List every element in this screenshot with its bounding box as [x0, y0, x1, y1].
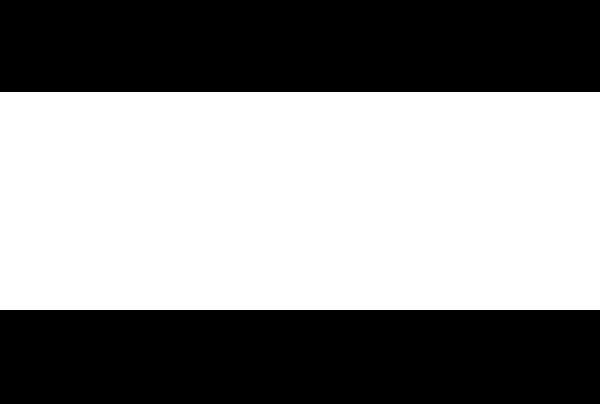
figure-background	[0, 92, 600, 310]
